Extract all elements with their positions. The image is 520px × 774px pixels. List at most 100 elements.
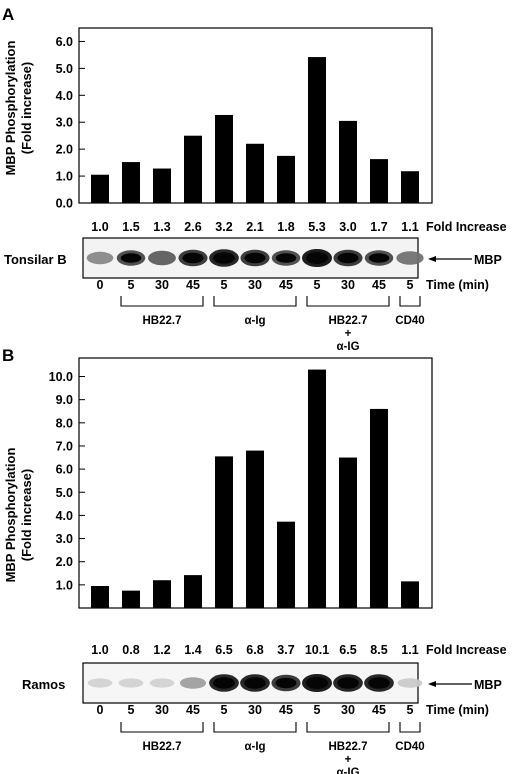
- group-bracket: [120, 296, 204, 307]
- blot-band: [118, 678, 144, 688]
- y-tick-label: 10.0: [49, 370, 73, 384]
- y-tick-label: 9.0: [56, 393, 73, 407]
- blot-band-core: [275, 677, 297, 689]
- panel-b-blot-label: Ramos: [22, 677, 65, 692]
- panel-a-fold-label: Fold Increase: [426, 220, 507, 234]
- time-label: 30: [248, 278, 262, 292]
- time-label: 45: [186, 703, 200, 717]
- fold-value: 1.7: [370, 220, 387, 234]
- y-tick-label: 2.0: [56, 143, 73, 157]
- bar: [277, 521, 295, 608]
- group-label: HB22.7: [329, 315, 368, 327]
- fold-value: 1.4: [184, 643, 201, 657]
- fold-value: 1.5: [122, 220, 139, 234]
- fold-value: 3.7: [277, 643, 294, 657]
- group-label: α-Ig: [244, 315, 265, 327]
- blot-band-core: [368, 677, 390, 689]
- group-bracket: [399, 722, 421, 733]
- group-label: HB22.7: [143, 741, 182, 753]
- time-label: 45: [372, 703, 386, 717]
- time-label: 5: [221, 703, 228, 717]
- bar: [401, 581, 419, 608]
- blot-band-core: [213, 677, 235, 689]
- time-label: 45: [279, 703, 293, 717]
- time-label: 30: [341, 703, 355, 717]
- time-label: 5: [128, 278, 135, 292]
- panel-b-time-labels: 0 5 30 45 5 30 45 5 30 45 5: [97, 703, 414, 717]
- time-label: 5: [407, 278, 414, 292]
- time-label: 5: [407, 703, 414, 717]
- blot-band: [179, 677, 207, 689]
- bar: [401, 171, 419, 203]
- blot-band-core: [120, 253, 142, 263]
- panel-b-fold-label: Fold Increase: [426, 643, 507, 657]
- panel-a: A MBP Phosphorylation (Fold increase) 0.…: [2, 5, 507, 353]
- blot-band-core: [306, 252, 328, 264]
- fold-value: 6.5: [339, 643, 356, 657]
- blot-band: [149, 678, 175, 688]
- y-tick-label: 2.0: [56, 555, 73, 569]
- blot-band-core: [244, 677, 266, 689]
- panel-a-letter: A: [2, 5, 14, 24]
- panel-a-time-label: Time (min): [426, 278, 489, 292]
- group-bracket: [306, 722, 390, 733]
- blot-band-core: [182, 252, 204, 264]
- group-label: CD40: [395, 315, 424, 327]
- time-label: 30: [341, 278, 355, 292]
- panel-a-plot: 0.0 1.0 2.0 3.0 4.0 5.0 6.0: [56, 35, 419, 211]
- blot-band-core: [244, 252, 266, 264]
- panel-b-time-label: Time (min): [426, 703, 489, 717]
- bar: [215, 456, 233, 608]
- bar: [308, 57, 326, 204]
- fold-value: 6.5: [215, 643, 232, 657]
- panel-b-mbp-arrowhead: [428, 681, 436, 687]
- fold-value: 2.6: [184, 220, 201, 234]
- time-label: 0: [97, 703, 104, 717]
- blot-band-core: [337, 252, 359, 264]
- time-label: 30: [248, 703, 262, 717]
- y-tick-label: 0.0: [56, 197, 73, 211]
- group-bracket: [306, 296, 390, 307]
- fold-value: 2.1: [246, 220, 263, 234]
- blot-band-core: [213, 252, 235, 264]
- panel-b-blot-bands: [87, 674, 423, 692]
- y-tick-label: 6.0: [56, 35, 73, 49]
- blot-band: [396, 251, 424, 265]
- fold-value: 8.5: [370, 643, 387, 657]
- blot-band: [397, 678, 423, 688]
- fold-value: 1.0: [91, 220, 108, 234]
- fold-value: 3.2: [215, 220, 232, 234]
- fold-value: 1.3: [153, 220, 170, 234]
- fold-value: 3.0: [339, 220, 356, 234]
- group-label: HB22.7: [329, 741, 368, 753]
- fold-value: 6.8: [246, 643, 263, 657]
- group-bracket: [213, 722, 297, 733]
- time-label: 5: [221, 278, 228, 292]
- group-label: +: [345, 328, 352, 340]
- group-label: CD40: [395, 741, 424, 753]
- group-label: α-IG: [336, 767, 359, 774]
- panel-a-mbp-arrowhead: [428, 256, 436, 262]
- bar: [246, 450, 264, 608]
- y-tick-label: 1.0: [56, 578, 73, 592]
- group-label: +: [345, 754, 352, 766]
- panel-a-ylabel-line1: MBP Phosphorylation: [3, 41, 18, 176]
- panel-a-blot-label: Tonsilar B: [4, 252, 67, 267]
- bar: [184, 575, 202, 608]
- time-label: 45: [186, 278, 200, 292]
- y-tick-label: 4.0: [56, 89, 73, 103]
- bar: [246, 143, 264, 203]
- bar: [339, 457, 357, 608]
- fold-value: 5.3: [308, 220, 325, 234]
- blot-band: [148, 250, 176, 266]
- bar: [153, 580, 171, 608]
- y-tick-label: 1.0: [56, 170, 73, 184]
- fold-value: 1.1: [401, 643, 418, 657]
- y-tick-label: 5.0: [56, 486, 73, 500]
- bar: [91, 586, 109, 608]
- fold-value: 1.8: [277, 220, 294, 234]
- blot-band: [87, 678, 113, 688]
- panel-b-letter: B: [2, 346, 14, 365]
